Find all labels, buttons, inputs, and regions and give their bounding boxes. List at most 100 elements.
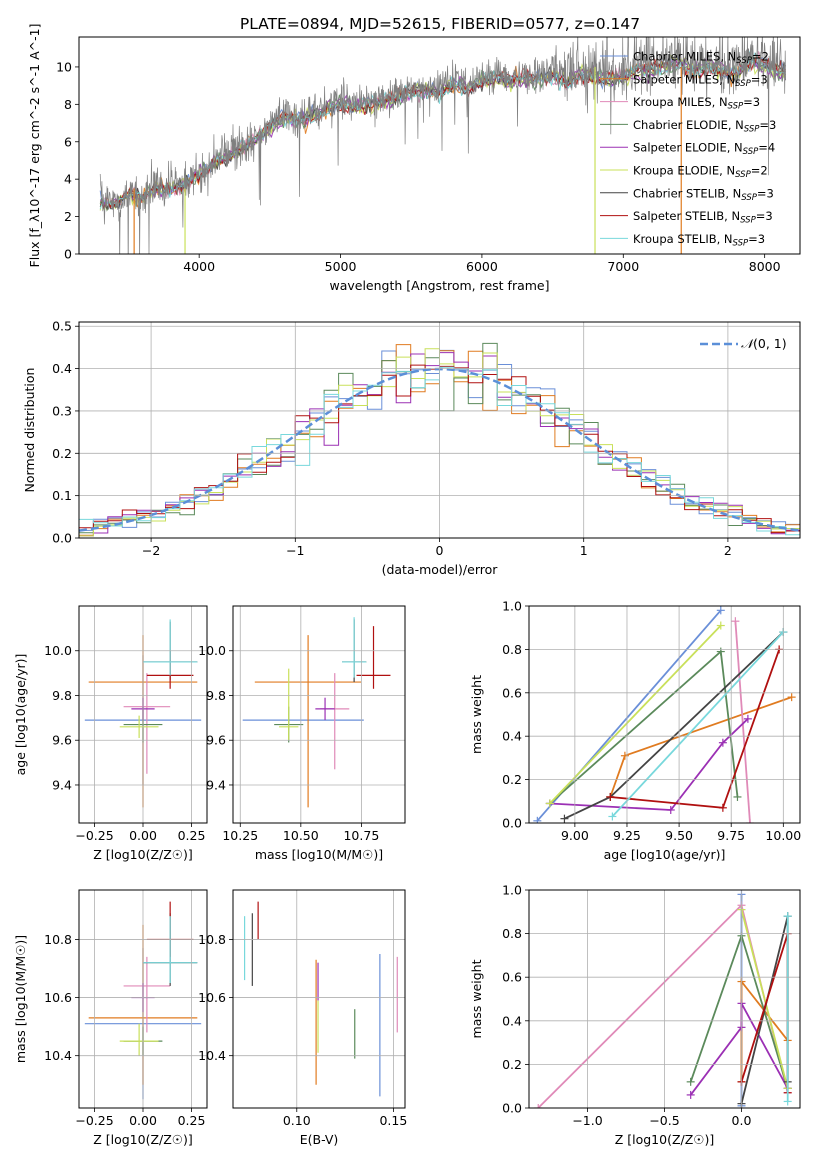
axes-frame [78,321,801,539]
y-tick-label: 9.4 [206,777,226,792]
axes-frame [528,605,801,824]
y-tick-label: 0.4 [52,361,72,376]
y-tick-label: 9.4 [52,777,72,792]
x-tick-label: 2 [724,543,732,558]
chart-spectrum: 4000 5000 6000 7000 8000 0 2 4 6 8 10 wavelength [A… [27,24,801,293]
y-tick-label: 0.3 [52,403,72,418]
x-tick-label: 9.00 [561,828,589,843]
figure-title: PLATE=0894, MJD=52615, FIBERID=0577, z=0… [240,15,640,33]
x-tick-label: 0.25 [178,828,206,843]
x-tick-label: 10.50 [283,828,319,843]
y-tick-label: 9.6 [206,733,226,748]
errorbar-point [123,956,171,1033]
x-axis-label: E(B-V) [300,1132,339,1147]
x-tick-label: 0.0 [732,1113,752,1128]
axes-frame [528,889,801,1109]
x-tick-label: 0.00 [129,1113,157,1128]
y-tick-label: 4 [64,172,72,187]
y-tick-label: 0.2 [502,772,522,787]
axes-frame [78,36,801,255]
x-tick-label: −0.25 [75,828,113,843]
y-tick-label: 2 [64,209,72,224]
y-tick-label: 0.0 [502,1101,522,1116]
mass-weight-line [740,909,789,1089]
chart-mass-vs-ebv: 0.10 0.15 10.4 10.6 10.8 E(B-V) [198,889,407,1147]
y-tick-label: 0.6 [502,685,522,700]
x-tick-label: 0.00 [129,828,157,843]
legend-entry: Salpeter STELIB, NSSP=3 [633,209,773,226]
x-tick-label: 9.25 [613,828,641,843]
mass-weight-line [611,631,784,818]
y-tick-label: 1.0 [502,883,522,898]
x-axis-label: Z [log10(Z/Z☉)] [93,1132,193,1147]
chart-age-vs-z: −0.25 0.00 0.25 9.4 9.6 9.8 10.0 Z [log10(Z/Z☉)… [13,605,208,862]
errorbar-point [143,916,198,984]
axes-frame [232,889,406,1109]
y-tick-label: 8 [64,97,72,112]
x-tick-label: 0.25 [178,1113,206,1128]
y-tick-label: 0.0 [502,816,522,831]
y-tick-label: 0.4 [502,729,522,744]
legend-entry: Salpeter MILES, NSSP=3 [633,72,768,89]
x-tick-label: −2 [142,543,160,558]
errorbar-point [279,668,299,741]
mass-weight-line [734,621,751,823]
errorbar-point [143,619,198,676]
x-axis-label: Z [log10(Z/Z☉)] [615,1132,715,1147]
y-tick-label: 10 [56,59,72,74]
axes-frame [78,605,208,824]
plot-area [533,606,796,823]
legend-entry: Chabrier ELODIE, NSSP=3 [633,118,776,135]
y-axis-label: Normed distribution [22,368,37,493]
y-tick-label: 10.6 [198,990,226,1005]
x-axis-label: wavelength [Angstrom, rest frame] [329,278,549,293]
x-tick-label: 10.00 [765,828,801,843]
x-axis-label: mass [log10(M/M☉)] [255,847,383,862]
x-axis-label: age [log10(age/yr)] [604,847,726,862]
plot-area [242,617,391,808]
y-tick-label: 0.6 [502,970,522,985]
x-tick-label: 0 [436,543,444,558]
x-tick-label: 10.75 [343,828,379,843]
x-tick-label: 0.10 [283,1113,311,1128]
y-tick-label: 10.4 [44,1048,72,1063]
y-tick-label: 0.1 [52,488,72,503]
x-tick-label: 5000 [325,259,357,274]
y-tick-label: 9.8 [206,688,226,703]
x-tick-label: 0.15 [379,1113,407,1128]
errorbar-point [254,635,362,808]
y-tick-label: 0 [64,247,72,262]
y-tick-label: 0.0 [52,531,72,546]
x-axis-label: (data-model)/error [382,562,499,577]
legend-entry: Kroupa STELIB, NSSP=3 [633,232,765,249]
x-tick-label: 7000 [607,259,639,274]
errorbar-point [315,697,335,721]
y-tick-label: 0.2 [52,446,72,461]
y-tick-label: 9.8 [52,688,72,703]
x-tick-label: 6000 [466,259,498,274]
chart-mass-weight-vs-age: 9.00 9.25 9.50 9.75 10.00 0.0 0.2 0.4 0.6 0.8 1.0 a… [469,599,801,863]
x-tick-label: 1 [580,543,588,558]
data-spectrum-line [99,37,786,254]
y-tick-label: 10.0 [44,643,72,658]
y-axis-label: mass [log10(M/M☉)] [13,935,28,1063]
x-axis-label: Z [log10(Z/Z☉)] [93,847,193,862]
legend-entry: Kroupa MILES, NSSP=3 [633,95,760,112]
y-tick-label: 10.4 [198,1048,226,1063]
y-tick-label: 10.6 [44,990,72,1005]
chart-age-vs-mass: 10.25 10.50 10.75 9.4 9.6 9.8 10.0 mass [log10(… [198,605,406,862]
axes-frame [232,605,406,824]
y-tick-label: 10.8 [44,932,72,947]
y-tick-label: 0.8 [502,926,522,941]
y-tick-label: 0.5 [52,319,72,334]
y-tick-label: 0.8 [502,642,522,657]
x-tick-label: 8000 [749,259,781,274]
legend-entry: Chabrier STELIB, NSSP=3 [633,186,774,203]
y-axis-label: mass weight [469,675,484,754]
errorbar-point [356,626,391,689]
legend-entry: Salpeter ELODIE, NSSP=4 [633,141,775,158]
y-tick-label: 1.0 [502,599,522,614]
legend-entry: Chabrier MILES, NSSP=2 [633,50,769,67]
y-tick-label: 10.8 [198,932,226,947]
